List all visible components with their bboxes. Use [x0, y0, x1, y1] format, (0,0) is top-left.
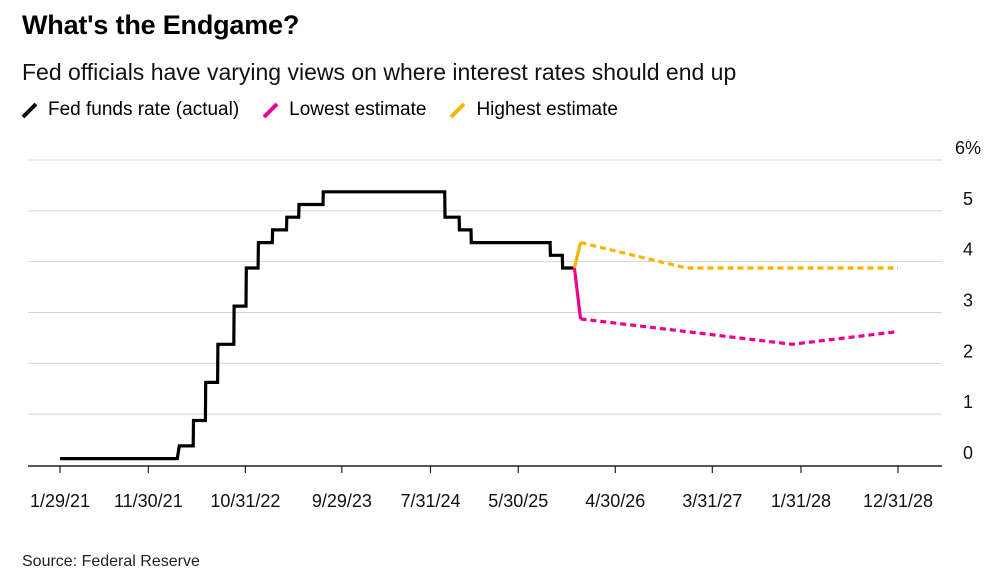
series-line-1 — [580, 317, 899, 346]
y-tick-label: 5 — [963, 189, 973, 209]
series-connector-1 — [572, 267, 583, 320]
x-tick-label: 7/31/24 — [400, 491, 460, 511]
legend-item-highest: Highest estimate — [448, 99, 618, 121]
series-connector-2 — [572, 242, 583, 269]
x-tick-label: 12/31/28 — [863, 491, 933, 511]
legend-swatch-highest — [450, 102, 466, 119]
legend-swatch-lowest — [262, 102, 279, 119]
legend-label-highest: Highest estimate — [476, 99, 618, 120]
x-tick-label: 4/30/26 — [585, 491, 645, 511]
legend-label-lowest: Lowest estimate — [289, 99, 427, 120]
x-tick-label: 11/30/21 — [114, 491, 183, 511]
source-note: Source: Federal Reserve — [22, 553, 200, 570]
y-tick-label: 0 — [963, 443, 973, 463]
x-tick-label: 1/29/21 — [30, 491, 90, 511]
series-line-0 — [60, 190, 575, 461]
chart-subtitle: Fed officials have varying views on wher… — [22, 59, 737, 85]
x-tick-label: 3/31/27 — [682, 491, 742, 511]
legend-label-actual: Fed funds rate (actual) — [48, 99, 240, 120]
y-tick-label: 2 — [963, 341, 973, 361]
y-tick-label: 3 — [963, 291, 973, 311]
y-tick-label: 4 — [963, 240, 973, 260]
legend: Fed funds rate (actual) Lowest estimate … — [20, 99, 640, 121]
series-line-2 — [580, 241, 898, 270]
y-tick-label: 6% — [955, 138, 981, 158]
legend-item-lowest: Lowest estimate — [261, 99, 426, 121]
y-tick-label: 1 — [963, 392, 973, 412]
legend-item-actual: Fed funds rate (actual) — [20, 99, 239, 121]
chart-title: What's the Endgame? — [22, 10, 300, 40]
legend-swatch-actual — [21, 102, 38, 119]
x-tick-label: 9/29/23 — [312, 491, 372, 511]
x-tick-label: 1/31/28 — [771, 491, 831, 511]
x-tick-label: 5/30/25 — [488, 491, 548, 511]
x-tick-label: 10/31/22 — [210, 491, 280, 511]
